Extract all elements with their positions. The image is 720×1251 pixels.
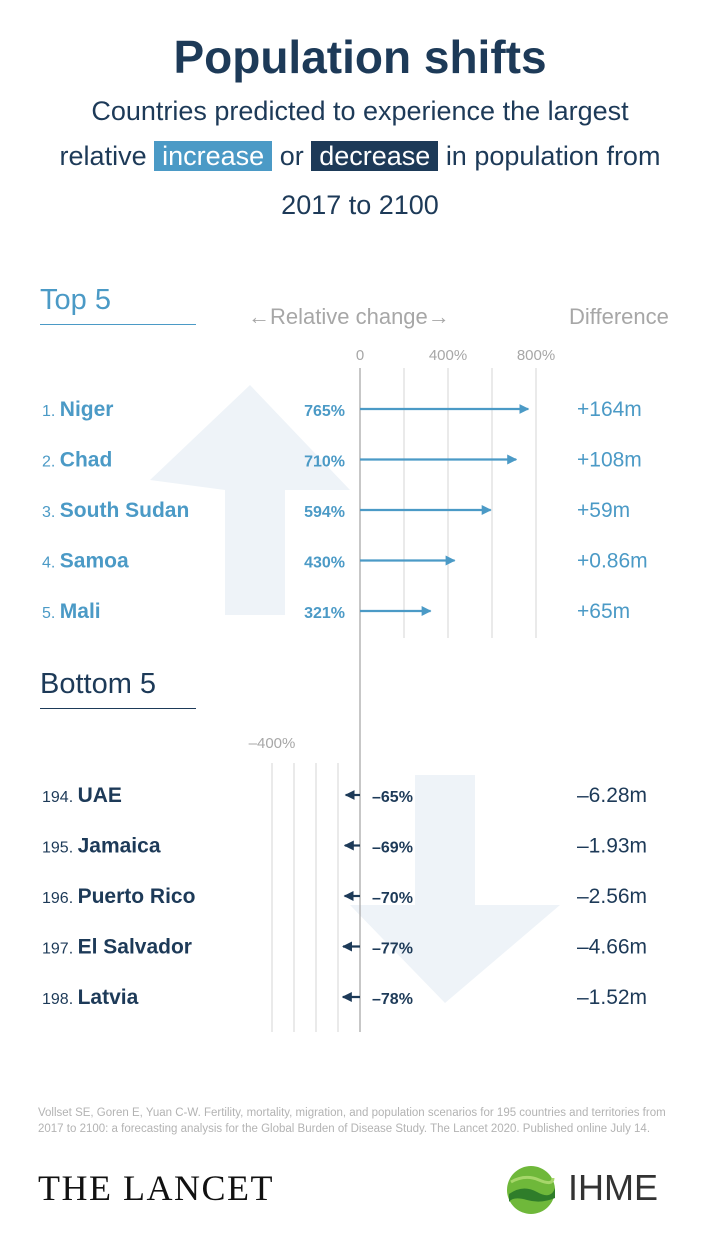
value-label: –69%: [372, 840, 413, 857]
value-label: –78%: [372, 991, 413, 1008]
rank-label: 4.: [42, 555, 60, 572]
country-name: Jamaica: [78, 835, 161, 858]
difference-value: +59m: [577, 499, 630, 522]
lancet-logo: THE LANCET: [38, 1168, 274, 1208]
subtitle-line-3: 2017 to 2100: [281, 190, 439, 220]
country-label: 196. Puerto Rico: [42, 885, 195, 908]
value-label: 765%: [304, 403, 345, 420]
country-name: El Salvador: [78, 936, 192, 959]
value-label: –65%: [372, 789, 413, 806]
increase-arrow-icon: [150, 385, 350, 615]
increase-highlight: increase: [154, 141, 273, 171]
subtitle-in-population: in population from: [445, 141, 661, 171]
country-label: 197. El Salvador: [42, 936, 192, 959]
country-label: 1. Niger: [42, 398, 113, 421]
rank-label: 1.: [42, 403, 60, 420]
value-label: 594%: [304, 504, 345, 521]
subtitle-line-2: relative increase or decrease in populat…: [0, 141, 720, 172]
country-label: 198. Latvia: [42, 986, 139, 1009]
top-tick-label: 400%: [429, 347, 467, 364]
ihme-logo: IHME: [568, 1167, 658, 1208]
ihme-globe-icon: [507, 1166, 555, 1214]
difference-value: +164m: [577, 398, 642, 421]
top-5-heading: Top 5: [40, 284, 111, 316]
difference-value: +65m: [577, 600, 630, 623]
difference-label: Difference: [569, 304, 669, 329]
bottom-5-heading: Bottom 5: [40, 668, 157, 700]
rank-label: 198.: [42, 991, 78, 1008]
rank-label: 2.: [42, 454, 60, 471]
subtitle-line-1: Countries predicted to experience the la…: [91, 96, 629, 126]
country-label: 4. Samoa: [42, 550, 129, 573]
rank-label: 5.: [42, 605, 60, 622]
country-name: South Sudan: [60, 499, 190, 522]
decrease-arrow-icon: [350, 775, 560, 1003]
country-name: Puerto Rico: [78, 885, 196, 908]
country-name: Niger: [60, 398, 114, 421]
difference-value: +108m: [577, 449, 642, 472]
bottom-tick-label: –400%: [249, 735, 296, 752]
difference-value: –1.93m: [577, 835, 647, 858]
top-5-underline: [40, 324, 196, 325]
bottom-5-underline: [40, 708, 196, 709]
value-label: 710%: [304, 454, 345, 471]
country-label: 3. South Sudan: [42, 499, 189, 522]
decrease-highlight: decrease: [311, 141, 439, 171]
country-label: 194. UAE: [42, 784, 122, 807]
difference-value: –4.66m: [577, 936, 647, 959]
country-label: 195. Jamaica: [42, 835, 161, 858]
subtitle-or: or: [279, 141, 304, 171]
value-label: –77%: [372, 941, 413, 958]
page-title: Population shifts: [173, 31, 547, 83]
country-name: Mali: [60, 600, 101, 623]
citation: Vollset SE, Goren E, Yuan C-W. Fertility…: [38, 1107, 666, 1135]
country-name: Samoa: [60, 550, 129, 573]
relative-change-label: ←Relative change→: [248, 304, 450, 329]
difference-value: –6.28m: [577, 784, 647, 807]
rank-label: 197.: [42, 941, 78, 958]
difference-value: –2.56m: [577, 885, 647, 908]
top-tick-label: 800%: [517, 347, 555, 364]
rank-label: 196.: [42, 890, 78, 907]
subtitle-relative: relative: [59, 141, 147, 171]
country-name: UAE: [78, 784, 122, 807]
rank-label: 194.: [42, 789, 78, 806]
country-name: Latvia: [78, 986, 139, 1009]
country-name: Chad: [60, 449, 113, 472]
top-tick-label: 0: [356, 347, 364, 364]
value-label: 430%: [304, 555, 345, 572]
difference-value: –1.52m: [577, 986, 647, 1009]
difference-value: +0.86m: [577, 550, 648, 573]
value-label: –70%: [372, 890, 413, 907]
rank-label: 195.: [42, 840, 78, 857]
rank-label: 3.: [42, 504, 60, 521]
country-label: 2. Chad: [42, 449, 112, 472]
country-label: 5. Mali: [42, 600, 101, 623]
value-label: 321%: [304, 605, 345, 622]
